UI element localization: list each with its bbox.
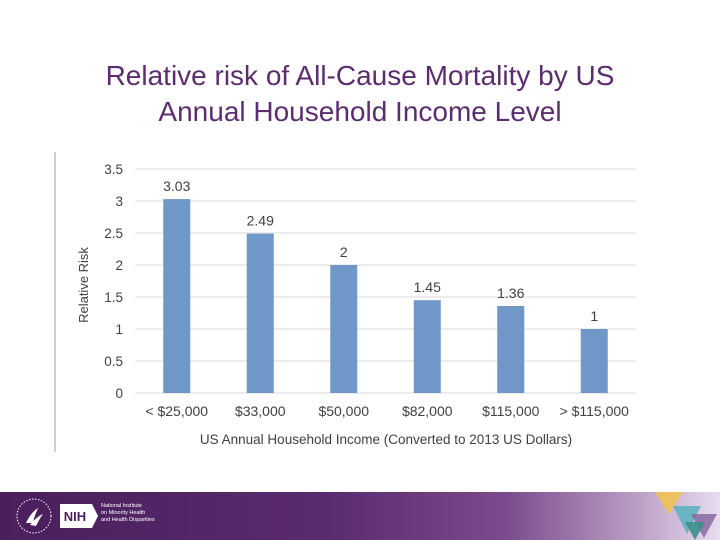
- nimhd-name-line-2: on Minority Health: [101, 510, 146, 516]
- slide-title-line-1: Relative risk of All-Cause Mortality by …: [105, 60, 615, 91]
- data-label: 1.45: [414, 279, 441, 295]
- x-tick-label: $50,000: [318, 403, 369, 419]
- bar: [163, 199, 191, 393]
- y-tick-label: 3.5: [104, 162, 123, 177]
- data-label: 2.49: [247, 213, 274, 229]
- y-tick-label: 1.5: [104, 290, 123, 305]
- bar: [246, 233, 274, 393]
- nih-logo-text: NIH: [64, 509, 86, 524]
- nimhd-name-line-1: National Institute: [101, 503, 142, 509]
- data-labels: 3.03 2.49 2 1.45 1.36 1: [163, 178, 598, 324]
- x-tick-label: > $115,000: [560, 403, 630, 419]
- hhs-eagle-logo-icon: [16, 498, 52, 534]
- slide-title: Relative risk of All-Cause Mortality by …: [0, 58, 720, 130]
- y-tick-label: 2.5: [104, 226, 123, 241]
- bars: [163, 199, 608, 393]
- bar: [413, 300, 441, 393]
- x-tick-label: $82,000: [402, 403, 453, 419]
- nih-logo-icon: NIH: [60, 504, 98, 528]
- x-axis-label: US Annual Household Income (Converted to…: [200, 432, 572, 447]
- data-label: 2: [340, 244, 348, 260]
- gridlines: [135, 168, 636, 394]
- data-label: 1: [590, 308, 598, 324]
- data-label: 3.03: [163, 178, 190, 194]
- bar: [330, 265, 358, 393]
- x-tick-label: < $25,000: [145, 403, 208, 419]
- nimhd-name-line-3: and Health Disparities: [101, 517, 155, 523]
- y-tick-labels: 0 0.5 1 1.5 2 2.5 3 3.5: [104, 162, 123, 401]
- x-tick-label: $115,000: [482, 403, 540, 419]
- footer-bar: NIH National Institute on Minority Healt…: [0, 492, 720, 540]
- y-tick-label: 1: [115, 322, 123, 337]
- x-tick-label: $33,000: [235, 403, 286, 419]
- y-tick-label: 0: [115, 386, 123, 401]
- nimhd-name: National Institute on Minority Health an…: [101, 503, 155, 524]
- bar-chart: 0 0.5 1 1.5 2 2.5 3 3.5 < $25,000 $33,000 $50,000…: [54, 152, 636, 452]
- y-tick-label: 0.5: [104, 354, 123, 369]
- bar: [497, 305, 525, 393]
- data-label: 1.36: [497, 285, 524, 301]
- bar: [580, 329, 608, 393]
- y-axis-label: Relative Risk: [76, 247, 91, 323]
- slide-title-line-2: Annual Household Income Level: [158, 96, 562, 127]
- decorative-triangles-icon: [655, 492, 717, 540]
- y-tick-label: 3: [115, 194, 123, 209]
- y-tick-label: 2: [115, 258, 123, 273]
- x-tick-labels: < $25,000 $33,000 $50,000 $82,000 $115,000 > …: [145, 403, 629, 419]
